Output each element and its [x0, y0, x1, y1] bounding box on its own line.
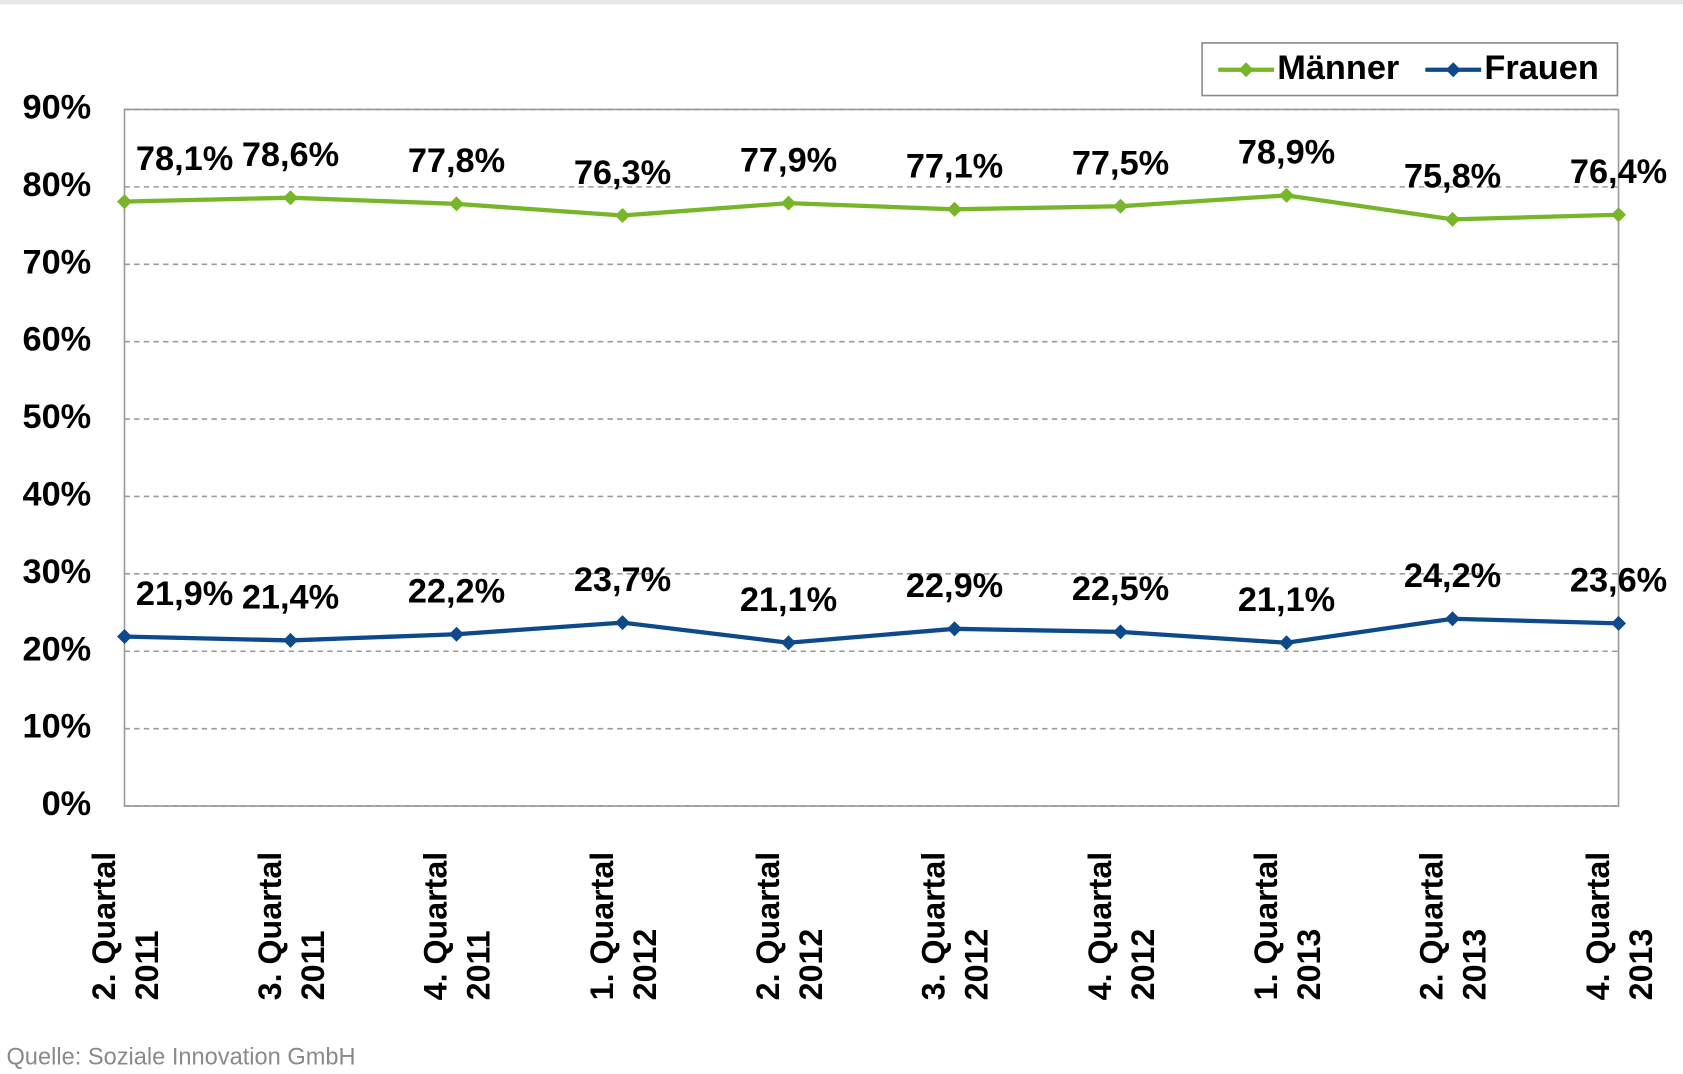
data-label: 22,9%: [906, 567, 1003, 605]
y-tick-label: 90%: [23, 89, 92, 127]
data-label: 77,9%: [740, 141, 837, 179]
data-label: 21,9%: [136, 575, 233, 613]
y-tick-label: 20%: [23, 630, 92, 668]
marker: [1445, 611, 1461, 627]
marker: [448, 626, 465, 642]
marker: [448, 196, 465, 212]
marker: [282, 190, 299, 206]
data-label: 22,2%: [408, 573, 505, 611]
y-tick-label: 50%: [23, 398, 92, 436]
data-label: 77,1%: [906, 148, 1003, 186]
source: Quelle: Soziale Innovation GmbH: [6, 1043, 356, 1071]
data-label: 77,5%: [1072, 145, 1169, 183]
marker: [781, 635, 797, 651]
y-tick-label: 30%: [23, 553, 92, 591]
marker: [781, 195, 797, 211]
y-tick-label: 80%: [23, 166, 92, 204]
legend-label: Männer: [1277, 49, 1399, 87]
x-tick-label: 4. Quartal 2011: [418, 851, 498, 1001]
marker: [947, 201, 963, 217]
x-tick-label: 2. Quartal 2011: [86, 851, 166, 1001]
data-label: 23,7%: [574, 561, 671, 599]
data-label: 78,6%: [242, 136, 339, 174]
data-label: 76,3%: [574, 154, 671, 192]
data-label: 21,4%: [242, 579, 339, 617]
y-tick-label: 70%: [23, 243, 92, 281]
marker: [1445, 211, 1461, 227]
y-tick-label: 10%: [23, 708, 92, 746]
legend-marker: [1238, 62, 1254, 78]
marker: [615, 615, 631, 631]
x-tick-label: 3. Quartal 2012: [916, 851, 996, 1001]
x-tick-label: 4. Quartal 2013: [1580, 851, 1660, 1001]
x-tick-label: 1. Quartal 2012: [584, 851, 664, 1001]
y-tick-label: 60%: [23, 321, 92, 359]
marker: [947, 621, 963, 637]
data-label: 21,1%: [740, 581, 837, 619]
marker: [1611, 207, 1627, 223]
marker: [116, 629, 133, 645]
marker: [116, 194, 133, 210]
data-label: 77,8%: [408, 142, 505, 180]
x-tick-label: 2. Quartal 2012: [750, 851, 830, 1001]
data-label: 23,6%: [1570, 562, 1667, 600]
plot-frame: [123, 108, 1620, 807]
y-tick-label: 0%: [42, 785, 92, 823]
series-line: [124, 616, 1619, 645]
x-tick-label: 2. Quartal 2013: [1414, 851, 1494, 1001]
top-bar: [0, 0, 1683, 5]
series-line: [124, 193, 1619, 222]
data-label: 78,9%: [1238, 134, 1335, 172]
data-label: 75,8%: [1404, 158, 1501, 196]
data-label: 22,5%: [1072, 570, 1169, 608]
x-tick-label: 3. Quartal 2011: [252, 851, 332, 1001]
marker: [1113, 624, 1129, 640]
legend-marker: [1445, 62, 1461, 78]
data-label: 24,2%: [1404, 557, 1501, 595]
data-label: 78,1%: [136, 140, 233, 178]
marker: [1279, 187, 1295, 203]
marker: [1279, 635, 1295, 651]
x-tick-label: 1. Quartal 2013: [1248, 851, 1328, 1001]
data-label: 21,1%: [1238, 581, 1335, 619]
legend-label: Frauen: [1484, 49, 1598, 87]
marker: [615, 207, 631, 224]
x-tick-label: 4. Quartal 2012: [1082, 851, 1162, 1001]
data-label: 76,4%: [1570, 153, 1667, 191]
marker: [282, 632, 299, 648]
marker: [1611, 615, 1627, 631]
y-tick-label: 40%: [23, 476, 92, 514]
marker: [1113, 198, 1129, 214]
